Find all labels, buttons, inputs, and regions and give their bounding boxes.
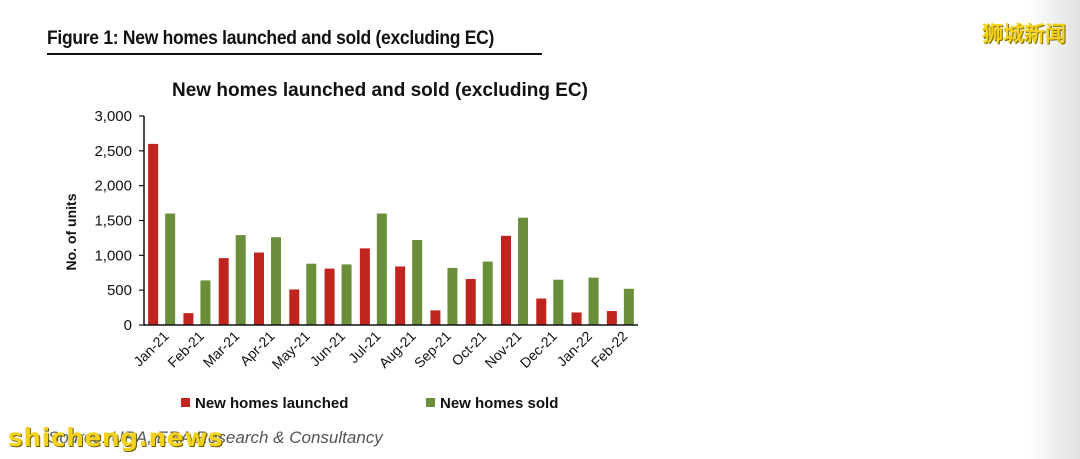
page-edge-shadow	[1028, 0, 1080, 459]
x-tick-label: Mar-21	[200, 328, 243, 371]
source-note: Source: URA, ERA Research & Consultancy	[48, 428, 383, 447]
y-axis-label: No. of units	[63, 193, 79, 270]
x-tick-label: Dec-21	[517, 328, 560, 371]
x-tick-label: Jan-21	[130, 328, 172, 370]
bar-launched	[430, 310, 441, 325]
x-tick-label: Nov-21	[481, 328, 524, 371]
figure-title-underline	[47, 53, 542, 55]
bar-sold	[341, 264, 352, 325]
legend: New homes launched New homes sold	[181, 395, 558, 412]
bar-sold	[447, 267, 458, 325]
x-tick-label: Feb-22	[588, 328, 631, 371]
bar-sold	[482, 261, 493, 325]
bar-launched	[254, 252, 264, 325]
bar-sold	[412, 240, 423, 325]
y-tick-label: 2,500	[94, 143, 132, 160]
y-tick-label: 1,000	[94, 247, 132, 264]
y-tick-label: 1,500	[94, 213, 132, 230]
legend-label-sold: New homes sold	[440, 395, 558, 412]
bar-launched	[148, 143, 159, 325]
legend-label-launched: New homes launched	[195, 395, 348, 412]
bar-sold	[518, 217, 528, 325]
bar-launched	[606, 311, 617, 325]
bar-launched	[501, 235, 511, 325]
bar-launched	[324, 268, 335, 325]
bar-sold	[306, 263, 317, 325]
bar-sold	[588, 277, 599, 325]
bar-launched	[536, 298, 547, 325]
bar-launched	[289, 289, 300, 325]
y-tick-label: 3,000	[94, 108, 132, 125]
watermark-bottom: shicheng.news	[8, 423, 224, 452]
y-tick-label: 500	[107, 282, 132, 299]
bar-sold	[376, 213, 387, 325]
bar-sold	[553, 279, 564, 325]
legend-swatch-sold	[426, 398, 435, 407]
figure-title: Figure 1: New homes launched and sold (e…	[47, 28, 495, 49]
y-tick-label: 2,000	[94, 178, 132, 195]
bar-sold	[165, 213, 176, 325]
bar-sold	[235, 235, 246, 325]
bar-launched	[465, 279, 476, 325]
bar-launched	[359, 248, 370, 325]
bars	[148, 143, 634, 325]
bar-launched	[571, 312, 582, 325]
bar-sold	[623, 288, 634, 325]
x-tick-label: Sep-21	[411, 328, 454, 371]
y-axis: 0 500 1,000 1,500 2,000 2,500 3,000	[94, 108, 144, 334]
chart-title: New homes launched and sold (excluding E…	[172, 80, 588, 101]
legend-swatch-launched	[181, 398, 190, 407]
bar-sold	[271, 237, 281, 325]
bar-launched	[395, 266, 406, 325]
x-tick-label: Jan-22	[554, 328, 596, 370]
bar-sold	[200, 280, 211, 325]
x-tick-label: Aug-21	[376, 328, 419, 371]
x-tick-label: Feb-21	[164, 328, 207, 371]
x-tick-label: May-21	[269, 328, 313, 372]
watermark-top: 狮城新闻	[982, 22, 1066, 46]
y-tick-label: 0	[124, 317, 132, 334]
bar-launched	[183, 313, 194, 325]
x-tick-label: Jun-21	[307, 328, 349, 370]
x-axis: Jan-21Feb-21Mar-21Apr-21May-21Jun-21Jul-…	[130, 328, 630, 372]
bar-launched	[218, 258, 229, 325]
